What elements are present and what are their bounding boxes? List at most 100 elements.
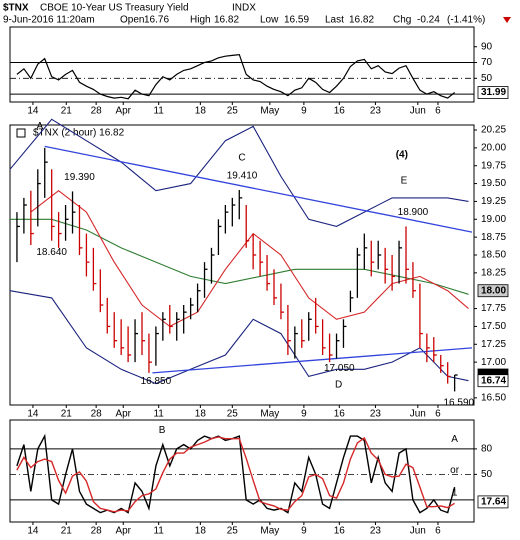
y-tick-label: 70 [481, 57, 493, 68]
annotation: or [450, 465, 460, 476]
annotation: A [451, 434, 458, 445]
annotation: 19.410 [227, 170, 258, 181]
overlay-line [9, 290, 469, 385]
y-tick-label: 19.75 [481, 160, 506, 171]
annotation: (4) [396, 150, 408, 161]
quote-value: 16.82 [214, 15, 239, 26]
y-tick-label: 20.00 [481, 142, 506, 153]
value-tag: 16.74 [481, 375, 506, 386]
panel-frame [9, 26, 475, 103]
x-tick-label: 11 [153, 106, 164, 117]
x-tick-label: 11 [153, 526, 164, 537]
quote-label: Low [260, 15, 279, 26]
x-tick-label: Jun [410, 409, 426, 420]
annotation: D [335, 380, 342, 391]
quote-value: 16.82 [349, 15, 374, 26]
x-tick-label: May [260, 106, 279, 117]
quote-label: Open [120, 15, 144, 26]
x-tick-label: 18 [195, 106, 207, 117]
x-tick-label: 25 [227, 106, 239, 117]
legend-icon [16, 128, 26, 138]
value-tag: 18.00 [481, 285, 506, 296]
value-tag: 31.99 [481, 87, 506, 98]
x-tick-label: 6 [435, 106, 441, 117]
value-tag-box [477, 495, 509, 509]
annotation: 16.850 [141, 376, 172, 387]
panel: 14 21 28 Apr 11 18 25 May 9 16 23 Jun 6 80 50 17.64 B Aor… [9, 419, 509, 537]
y-tick-label: 19.25 [481, 196, 506, 207]
y-tick-label: 19.00 [481, 214, 506, 225]
x-tick-label: 9 [301, 409, 307, 420]
panel-frame [9, 124, 475, 406]
x-tick-label: 21 [61, 409, 73, 420]
annotation: 16.590 [444, 397, 475, 408]
overlay-line [9, 118, 469, 227]
indicator-line [16, 53, 455, 100]
value-tag-box [477, 374, 509, 388]
annotation: C [238, 152, 245, 163]
value-tag-box [477, 284, 509, 298]
panel: 14 21 28 Apr 11 18 25 May 9 16 23 Jun 6 90 70 50 31.99 [9, 26, 509, 117]
y-tick-label: 18.75 [481, 232, 506, 243]
exchange: INDX [232, 3, 256, 14]
value-tag-box [477, 86, 509, 99]
x-tick-label: 18 [195, 409, 207, 420]
down-arrow [503, 17, 511, 23]
y-tick-label: 80 [481, 444, 493, 455]
x-tick-label: 6 [435, 409, 441, 420]
x-tick-label: 25 [227, 526, 239, 537]
datetime: 9-Jun-2016 11:20am [3, 15, 95, 26]
x-tick-label: 21 [61, 106, 73, 117]
annotation: 18.900 [398, 207, 429, 218]
y-tick-label: 50 [481, 73, 493, 84]
x-tick-label: 16 [334, 526, 346, 537]
x-tick-label: 23 [370, 409, 382, 420]
x-tick-label: Apr [115, 106, 131, 117]
x-tick-label: Jun [410, 526, 426, 537]
x-tick-label: 23 [370, 526, 382, 537]
quote-label: High [190, 15, 211, 26]
x-tick-label: 16 [334, 409, 346, 420]
overlay-line [10, 218, 469, 295]
x-tick-label: 14 [27, 106, 39, 117]
annotation: B [159, 425, 166, 436]
x-tick-label: May [260, 409, 279, 420]
quote-value: 16.59 [284, 15, 309, 26]
indicator-line [16, 433, 456, 514]
y-tick-label: 50 [481, 469, 493, 480]
y-tick-label: 17.75 [481, 303, 506, 314]
x-tick-label: 9 [301, 106, 307, 117]
y-tick-label: 90 [481, 41, 493, 52]
y-tick-label: 20.25 [481, 125, 506, 136]
x-tick-label: Apr [115, 409, 131, 420]
y-tick-label: 18.50 [481, 250, 506, 261]
x-tick-label: 28 [91, 409, 103, 420]
panel: 14 21 28 Apr 11 18 25 May 9 16 23 Jun 6 20.25 20.00 19.… [9, 118, 509, 420]
quote-value: -0.24 [417, 15, 440, 26]
x-tick-label: 6 [435, 526, 441, 537]
trendline [44, 145, 473, 233]
trendline [152, 347, 473, 374]
annotation: 19.390 [64, 172, 95, 183]
change-pct: (-1.41%) [447, 15, 485, 26]
quote-value: 16.76 [144, 15, 169, 26]
symbol: $TNX [3, 3, 29, 14]
indicator-line [16, 436, 455, 513]
annotation: 17.050 [324, 363, 355, 374]
x-tick-label: 14 [27, 526, 39, 537]
x-tick-label: 18 [195, 526, 207, 537]
annotation: 18.640 [36, 247, 67, 258]
quote-label: Last [325, 15, 344, 26]
quote-label: Chg [393, 15, 411, 26]
y-tick-label: 17.00 [481, 357, 506, 368]
y-tick-label: 19.50 [481, 178, 506, 189]
y-tick-label: 16.50 [481, 392, 506, 403]
x-tick-label: 23 [370, 106, 382, 117]
x-tick-label: 9 [301, 526, 307, 537]
value-tag: 17.64 [481, 497, 506, 508]
x-tick-label: 11 [153, 409, 164, 420]
panel-frame [9, 419, 475, 523]
x-tick-label: Apr [115, 526, 131, 537]
y-tick-label: 17.25 [481, 339, 506, 350]
